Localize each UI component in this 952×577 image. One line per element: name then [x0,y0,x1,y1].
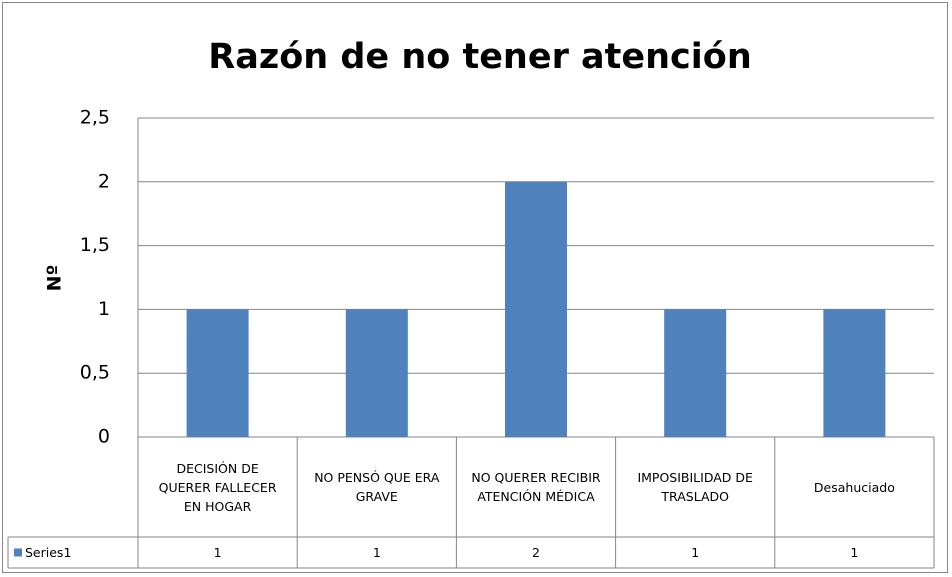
legend-swatch [14,548,22,557]
x-tick-label: NO PENSÓ QUE ERA GRAVE [314,470,440,504]
y-tick-label: 0,5 [80,362,110,384]
bar [345,309,408,437]
data-table-value: 1 [214,545,222,560]
x-tick-label: IMPOSIBILIDAD DE TRASLADO [637,470,753,504]
data-table-value: 1 [373,545,381,560]
data-table-value: 1 [850,545,858,560]
chart-title: Razón de no tener atención [208,37,752,77]
y-tick-label: 1 [98,298,110,320]
x-tick-label: NO QUERER RECIBIR ATENCIÓN MÉDICA [471,470,601,504]
data-table-value: 2 [532,545,540,560]
y-tick-label: 2 [98,170,110,192]
y-axis-label: Nº [44,265,66,292]
legend-label: Series1 [25,545,71,560]
y-tick-label: 0 [98,426,110,448]
bar [823,309,886,437]
x-tick-label: Desahuciado [813,479,895,495]
x-tick-label: DECISIÓN DE QUERER FALLECER EN HOGAR [158,460,277,514]
data-table-value: 1 [691,545,699,560]
bar [505,181,567,437]
bar [186,309,249,437]
bar [664,309,727,437]
y-tick-label: 1,5 [80,234,110,256]
y-tick-label: 2,5 [80,107,110,129]
